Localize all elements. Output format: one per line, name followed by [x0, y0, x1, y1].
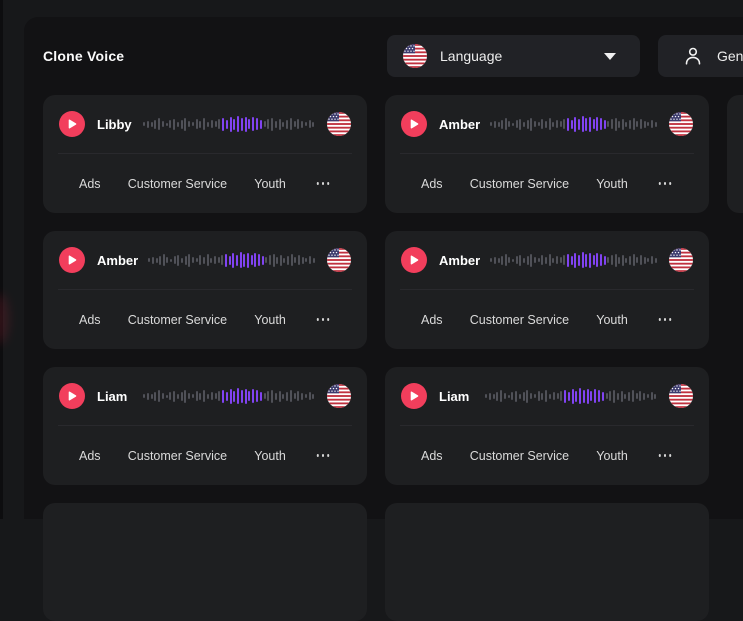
- voice-card-partial: [727, 95, 743, 213]
- voice-card[interactable]: Amber: [385, 95, 709, 213]
- tag-label: Ads: [79, 448, 101, 463]
- card-divider: [58, 153, 352, 154]
- us-flag-icon: [403, 44, 427, 68]
- waveform: [143, 114, 315, 134]
- tag-label: Youth: [254, 448, 286, 463]
- more-options-button[interactable]: [655, 448, 675, 464]
- waveform: [148, 250, 315, 270]
- waveform: [490, 250, 657, 270]
- card-tags-row: Ads Customer Service Youth: [43, 154, 367, 213]
- voice-card[interactable]: Liam: [385, 367, 709, 485]
- voice-card[interactable]: Libby: [43, 95, 367, 213]
- chevron-down-icon: [604, 52, 616, 60]
- voice-grid: Libby: [43, 95, 743, 621]
- play-icon: [68, 255, 77, 265]
- play-icon: [410, 119, 419, 129]
- card-divider: [58, 425, 352, 426]
- voice-card[interactable]: Amber: [43, 231, 367, 349]
- tag-label: Youth: [254, 176, 286, 191]
- voice-name: Amber: [439, 116, 481, 132]
- us-flag-icon: [327, 112, 351, 136]
- card-top-row: Amber: [385, 231, 709, 289]
- more-options-button[interactable]: [313, 176, 333, 192]
- red-glow-decoration: [0, 294, 9, 344]
- tag-label: Customer Service: [469, 176, 570, 191]
- tag-label: Ads: [79, 312, 101, 327]
- play-button[interactable]: [59, 111, 85, 137]
- tag-label: Customer Service: [127, 176, 228, 191]
- gender-filter-label: Gender: [717, 48, 743, 64]
- tag-label: Customer Service: [127, 448, 228, 463]
- card-tags-row: Ads Customer Service Youth: [385, 154, 709, 213]
- card-top-row: Amber: [385, 95, 709, 153]
- tag-label: Ads: [421, 176, 443, 191]
- voice-card-partial: [43, 503, 367, 621]
- left-edge-strip: [0, 0, 3, 519]
- language-filter-dropdown[interactable]: Language: [387, 35, 640, 77]
- us-flag-icon: [327, 248, 351, 272]
- card-tags-row: Ads Customer Service Youth: [385, 290, 709, 349]
- card-tags-row: Ads Customer Service Youth: [43, 426, 367, 485]
- us-flag-icon: [327, 384, 351, 408]
- person-icon: [682, 45, 704, 67]
- page-title: Clone Voice: [43, 48, 125, 64]
- play-icon: [68, 391, 77, 401]
- play-icon: [68, 119, 77, 129]
- voice-name: Amber: [439, 252, 481, 268]
- card-top-row: Amber: [43, 231, 367, 289]
- more-options-icon: [321, 454, 325, 457]
- voice-card-partial: [385, 503, 709, 621]
- play-button[interactable]: [401, 247, 427, 273]
- tag-label: Youth: [596, 176, 628, 191]
- voice-card[interactable]: Liam: [43, 367, 367, 485]
- play-button[interactable]: [401, 383, 427, 409]
- card-divider: [400, 289, 694, 290]
- waveform: [485, 386, 657, 406]
- tag-label: Youth: [254, 312, 286, 327]
- tag-label: Customer Service: [469, 448, 570, 463]
- voice-card[interactable]: Amber: [385, 231, 709, 349]
- play-button[interactable]: [59, 247, 85, 273]
- more-options-button[interactable]: [313, 312, 333, 328]
- voice-name: Liam: [97, 388, 128, 404]
- tag-label: Youth: [596, 448, 628, 463]
- more-options-icon: [663, 318, 667, 321]
- voice-name: Libby: [97, 116, 132, 132]
- more-options-button[interactable]: [655, 312, 675, 328]
- more-options-icon: [321, 318, 325, 321]
- tag-label: Customer Service: [127, 312, 228, 327]
- voice-name: Amber: [97, 252, 139, 268]
- tag-label: Ads: [79, 176, 101, 191]
- card-divider: [400, 153, 694, 154]
- tag-label: Customer Service: [469, 312, 570, 327]
- us-flag-icon: [669, 112, 693, 136]
- voice-name: Liam: [439, 388, 470, 404]
- tag-label: Ads: [421, 448, 443, 463]
- play-button[interactable]: [401, 111, 427, 137]
- card-top-row: Libby: [43, 95, 367, 153]
- card-divider: [58, 289, 352, 290]
- waveform: [143, 386, 315, 406]
- us-flag-icon: [669, 248, 693, 272]
- play-icon: [410, 391, 419, 401]
- more-options-button[interactable]: [313, 448, 333, 464]
- more-options-button[interactable]: [655, 176, 675, 192]
- card-top-row: Liam: [385, 367, 709, 425]
- card-top-row: Liam: [43, 367, 367, 425]
- waveform: [490, 114, 657, 134]
- more-options-icon: [321, 182, 325, 185]
- more-options-icon: [663, 454, 667, 457]
- play-button[interactable]: [59, 383, 85, 409]
- language-filter-label: Language: [440, 48, 503, 64]
- card-divider: [400, 425, 694, 426]
- tag-label: Youth: [596, 312, 628, 327]
- card-tags-row: Ads Customer Service Youth: [385, 426, 709, 485]
- card-tags-row: Ads Customer Service Youth: [43, 290, 367, 349]
- gender-filter-dropdown[interactable]: Gender: [658, 35, 743, 77]
- tag-label: Ads: [421, 312, 443, 327]
- us-flag-icon: [669, 384, 693, 408]
- play-icon: [410, 255, 419, 265]
- more-options-icon: [663, 182, 667, 185]
